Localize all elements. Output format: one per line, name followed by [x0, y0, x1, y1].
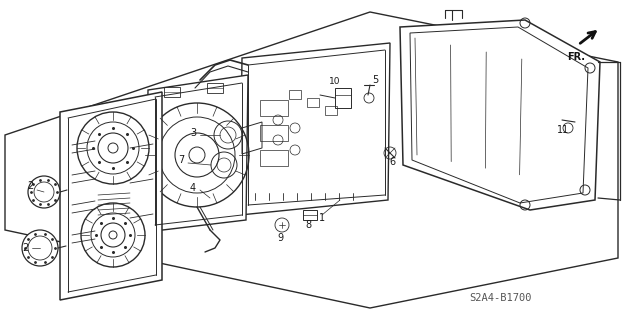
Bar — [325, 106, 337, 115]
Text: 5: 5 — [372, 75, 378, 85]
Text: 6: 6 — [389, 157, 395, 167]
Text: 9: 9 — [277, 233, 283, 243]
Text: 4: 4 — [190, 183, 196, 193]
Bar — [303, 210, 317, 220]
Circle shape — [22, 230, 58, 266]
Text: 1: 1 — [319, 213, 325, 223]
Text: 10: 10 — [329, 77, 341, 86]
Polygon shape — [146, 75, 248, 232]
Bar — [260, 150, 288, 166]
Bar — [260, 125, 288, 141]
Polygon shape — [400, 20, 600, 210]
Bar — [164, 87, 180, 97]
Text: 8: 8 — [305, 220, 311, 230]
Text: 11: 11 — [557, 125, 569, 135]
Text: S2A4-B1700: S2A4-B1700 — [469, 293, 531, 303]
Circle shape — [28, 176, 60, 208]
Bar — [307, 98, 319, 107]
Bar — [260, 100, 288, 116]
Text: 2: 2 — [27, 181, 33, 191]
Text: FR.: FR. — [567, 52, 585, 62]
Text: 2: 2 — [22, 243, 28, 253]
Bar — [207, 83, 223, 93]
Text: 3: 3 — [190, 128, 196, 138]
Polygon shape — [60, 92, 162, 300]
Text: 7: 7 — [178, 155, 184, 165]
Polygon shape — [240, 43, 390, 215]
Bar — [335, 88, 351, 108]
Bar — [289, 90, 301, 99]
